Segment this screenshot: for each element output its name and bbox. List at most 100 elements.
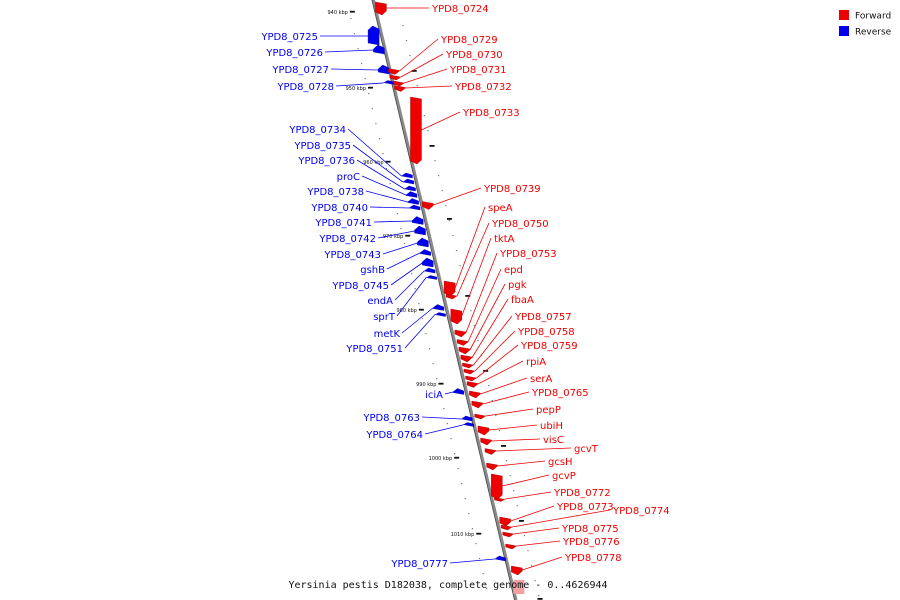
gene-ypd8-0773[interactable] [499,516,511,527]
gene-label-gcvp[interactable]: gcvP [552,471,576,482]
gene-label-gcsh[interactable]: gcsH [548,457,573,468]
gene-label-ypd8-0773[interactable]: YPD8_0773 [556,502,614,513]
gene-label-tkta[interactable]: tktA [494,234,515,245]
gene-label-ypd8-0728[interactable]: YPD8_0728 [276,82,334,93]
gene-ypd8-0738[interactable] [407,198,419,205]
gene-label-ypd8-0740[interactable]: YPD8_0740 [310,203,368,214]
gene-label-enda[interactable]: endA [367,296,393,307]
gene-ypd8-0735[interactable] [402,178,415,185]
gene-proc[interactable] [405,191,418,198]
gene-label-ypd8-0772[interactable]: YPD8_0772 [553,488,611,499]
gene-label-ypd8-0776[interactable]: YPD8_0776 [562,537,620,548]
gene-label-sera[interactable]: serA [530,374,552,385]
gene-label-ypd8-0729[interactable]: YPD8_0729 [440,35,498,46]
gene-label-ypd8-0735[interactable]: YPD8_0735 [293,141,351,152]
gene-ypd8-0734[interactable] [400,172,413,179]
gene-gcvp[interactable] [491,473,503,500]
gene-pgk[interactable] [458,346,471,355]
gene-label-ypd8-0725[interactable]: YPD8_0725 [260,32,318,43]
gene-ypd8-0745[interactable] [421,257,434,268]
gene-label-ypd8-0726[interactable]: YPD8_0726 [265,48,323,59]
gene-label-ypd8-0751[interactable]: YPD8_0751 [345,344,403,355]
gene-label-visc[interactable]: visC [543,435,564,446]
gene-fbaa[interactable] [460,354,473,363]
gene-ypd8-0724[interactable] [375,1,387,16]
gene-ypd8-0730[interactable] [389,74,402,81]
gene-ypd8-0778[interactable] [511,565,523,576]
gene-label-ypd8-0753[interactable]: YPD8_0753 [499,249,557,260]
gene-label-ypd8-0732[interactable]: YPD8_0732 [454,82,512,93]
gene-ypd8-0758[interactable] [463,368,476,375]
gene-label-ypd8-0736[interactable]: YPD8_0736 [297,156,355,167]
gene-label-metk[interactable]: metK [374,329,401,340]
gene-ypd8-0725[interactable] [367,25,380,46]
gene-label-gcvt[interactable]: gcvT [574,444,599,455]
gene-label-ypd8-0738[interactable]: YPD8_0738 [306,187,364,198]
gene-ypd8-0774[interactable] [500,524,513,531]
gene-ypd8-0740[interactable] [408,204,421,211]
gene-ypd8-0775[interactable] [502,531,515,538]
gene-spea[interactable] [443,280,456,297]
gene-sprt[interactable] [425,275,437,280]
gene-tkta[interactable] [450,308,463,325]
gene-label-ypd8-0759[interactable]: YPD8_0759 [520,341,578,352]
gene-ypd8-0764[interactable] [462,422,474,427]
gene-epd[interactable] [456,339,469,346]
gene-label-ypd8-0777[interactable]: YPD8_0777 [390,559,448,570]
gene-enda[interactable] [423,267,436,274]
gene-label-ypd8-0730[interactable]: YPD8_0730 [445,50,503,61]
gene-label-ypd8-0775[interactable]: YPD8_0775 [561,524,619,535]
gene-gcsh[interactable] [486,462,498,471]
gene-ypd8-0743[interactable] [417,237,429,248]
gene-ypd8-0742[interactable] [414,225,426,236]
gene-sera[interactable] [469,390,481,399]
gene-label-proc[interactable]: proC [337,172,360,183]
gene-pepp[interactable] [474,413,487,420]
gene-ypd8-0772[interactable] [494,497,506,502]
gene-label-ypd8-0745[interactable]: YPD8_0745 [331,281,389,292]
gene-ypd8-0733[interactable] [410,96,422,165]
gene-ypd8-0751[interactable] [434,312,446,317]
gene-label-ypd8-0778[interactable]: YPD8_0778 [564,553,622,564]
gene-label-icia[interactable]: iciA [425,390,443,401]
gene-ypd8-0750[interactable] [445,293,458,300]
gene-ypd8-0759[interactable] [465,375,478,382]
gene-label-spea[interactable]: speA [488,203,513,214]
gene-label-rpia[interactable]: rpiA [526,357,546,368]
gene-ypd8-0753[interactable] [454,329,467,338]
gene-label-ypd8-0739[interactable]: YPD8_0739 [483,184,541,195]
gene-label-ypd8-0750[interactable]: YPD8_0750 [491,219,549,230]
gene-ypd8-0763[interactable] [460,415,473,422]
gene-label-ypd8-0758[interactable]: YPD8_0758 [517,327,575,338]
gene-label-ypd8-0765[interactable]: YPD8_0765 [531,388,589,399]
gene-ypd8-0739[interactable] [422,201,434,210]
gene-gcvt[interactable] [484,448,497,455]
gene-label-gshb[interactable]: gshB [360,265,385,276]
gene-metk[interactable] [432,304,445,311]
gene-ypd8-0726[interactable] [373,44,385,55]
gene-ubih[interactable] [477,425,490,436]
gene-label-ypd8-0774[interactable]: YPD8_0774 [612,506,670,517]
gene-visc[interactable] [480,437,492,446]
gene-label-ypd8-0757[interactable]: YPD8_0757 [514,312,572,323]
gene-ypd8-0765[interactable] [471,400,483,409]
gene-ypd8-0776[interactable] [505,543,518,550]
gene-label-ypd8-0734[interactable]: YPD8_0734 [288,125,346,136]
gene-label-ypd8-0724[interactable]: YPD8_0724 [431,4,489,15]
gene-label-ypd8-0764[interactable]: YPD8_0764 [365,430,423,441]
gene-ypd8-0736[interactable] [404,185,416,192]
gene-label-ypd8-0742[interactable]: YPD8_0742 [318,234,376,245]
gene-label-epd[interactable]: epd [504,265,523,276]
gene-ypd8-0741[interactable] [411,216,424,225]
gene-ypd8-0757[interactable] [462,362,475,369]
gene-ypd8-0729[interactable] [388,68,400,75]
gene-label-ypd8-0727[interactable]: YPD8_0727 [271,65,329,76]
gene-label-fbaa[interactable]: fbaA [511,295,534,306]
gene-ypd8-0732[interactable] [394,85,406,92]
gene-label-pgk[interactable]: pgk [508,280,527,291]
gene-gshb[interactable] [419,249,431,256]
gene-rpia[interactable] [466,381,479,388]
gene-label-ypd8-0733[interactable]: YPD8_0733 [462,108,520,119]
gene-label-pepp[interactable]: pepP [536,405,561,416]
gene-icia[interactable] [452,388,465,395]
